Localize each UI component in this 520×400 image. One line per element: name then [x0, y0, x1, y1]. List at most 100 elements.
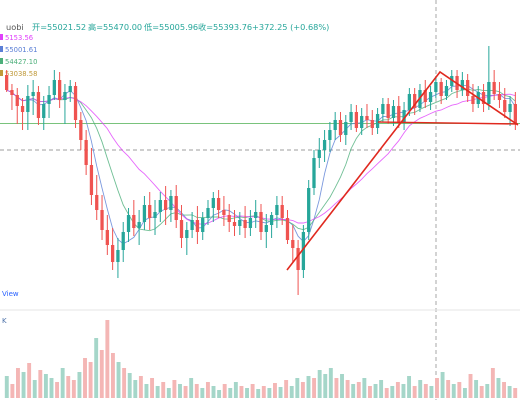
candle-body [20, 106, 25, 112]
candle-body [89, 165, 94, 195]
legend-swatch [0, 70, 3, 76]
candle-body [275, 205, 279, 215]
candle-body [450, 76, 454, 86]
volume-bar [166, 388, 171, 398]
volume-bar [334, 378, 339, 398]
candle-body [413, 94, 417, 108]
legend-swatch [0, 34, 3, 40]
candle-body [370, 120, 374, 128]
candle-body [26, 96, 30, 112]
volume-bar [407, 376, 412, 398]
volume-bar [228, 388, 233, 398]
horizontal-drawing-line[interactable] [377, 121, 519, 125]
candle-body [190, 220, 194, 230]
candle-body [259, 212, 263, 232]
volume-bar [172, 380, 177, 398]
candle-body [57, 80, 62, 100]
volume-bar [161, 382, 166, 398]
candle-body [216, 198, 221, 210]
volume-bar [189, 378, 194, 398]
source-label: uobi [6, 22, 24, 32]
trend-line[interactable] [286, 70, 519, 271]
volume-bar [66, 376, 71, 398]
volume-bar [222, 384, 227, 398]
candle-body [206, 208, 210, 218]
volume-bars [4, 320, 518, 398]
candle-body [248, 218, 253, 228]
candle-body [508, 104, 512, 112]
volume-bar [16, 368, 20, 398]
view-label: View [2, 290, 19, 298]
volume-bar [4, 376, 9, 398]
candle-body [73, 86, 78, 120]
candle-body [497, 94, 502, 100]
candle-body [434, 82, 438, 92]
volume-bar [250, 384, 255, 398]
volume-bar [273, 383, 277, 398]
legend-swatch [0, 58, 3, 64]
high-value: 高=55470.00 [88, 22, 142, 32]
volume-bar [379, 380, 384, 398]
candle-body [5, 75, 9, 90]
candle-body [79, 120, 83, 140]
volume-bar [267, 388, 272, 398]
candle-body [153, 212, 157, 218]
candle-body [132, 215, 136, 228]
candle-body [402, 110, 406, 122]
change-value: +372.25 (+0.68%) [252, 22, 329, 32]
low-value: 低=55005.96 [144, 22, 198, 32]
drawings [286, 70, 519, 271]
volume-bar [256, 389, 261, 398]
candle-body [296, 248, 300, 270]
candle-body [201, 218, 205, 232]
volume-bar [485, 384, 490, 398]
candle-body [10, 90, 14, 95]
ma-legend: 5153.56 55001.61 54427.10 53038.58 [0, 34, 37, 78]
volume-bar [217, 390, 222, 398]
candle-body [84, 140, 88, 165]
candle-body [95, 195, 99, 210]
candle-body [222, 210, 226, 215]
volume-bar [122, 368, 127, 398]
candle-body [307, 188, 311, 232]
volume-bar [133, 380, 138, 398]
volume-bar [278, 387, 283, 398]
volume-bar [306, 376, 311, 398]
volume-bar [395, 382, 400, 398]
volume-bar [457, 382, 462, 398]
candle-body [322, 140, 327, 150]
candle-body [492, 82, 496, 94]
volume-bar [200, 388, 205, 398]
volume-bar [155, 386, 160, 398]
volume-bar [205, 382, 210, 398]
volume-bar [27, 363, 32, 398]
candle-body [137, 222, 141, 228]
candle-body [386, 104, 390, 118]
volume-bar [83, 358, 87, 398]
volume-bar [423, 384, 428, 398]
volume-bar [323, 374, 328, 398]
candle-body [121, 232, 125, 250]
volume-bar [362, 378, 367, 398]
volume-bar [183, 386, 188, 398]
volume-bar [451, 384, 456, 398]
candle-body [328, 130, 332, 140]
candle-body [31, 92, 35, 96]
volume-bar [462, 388, 467, 398]
candle-body [195, 220, 200, 232]
candle-body [63, 92, 67, 100]
volume-bar [261, 386, 266, 398]
volume-bar [43, 374, 48, 398]
volume-bar [49, 378, 54, 398]
volume-bar [373, 384, 378, 398]
candle-body [487, 82, 491, 104]
candle-body [360, 116, 364, 128]
volume-bar [435, 378, 439, 398]
candle-body [264, 225, 268, 232]
volume-bar [340, 374, 344, 398]
candle-body [285, 218, 290, 240]
volume-bar [178, 384, 182, 398]
candle-body [116, 250, 120, 262]
candle-body [375, 114, 380, 128]
